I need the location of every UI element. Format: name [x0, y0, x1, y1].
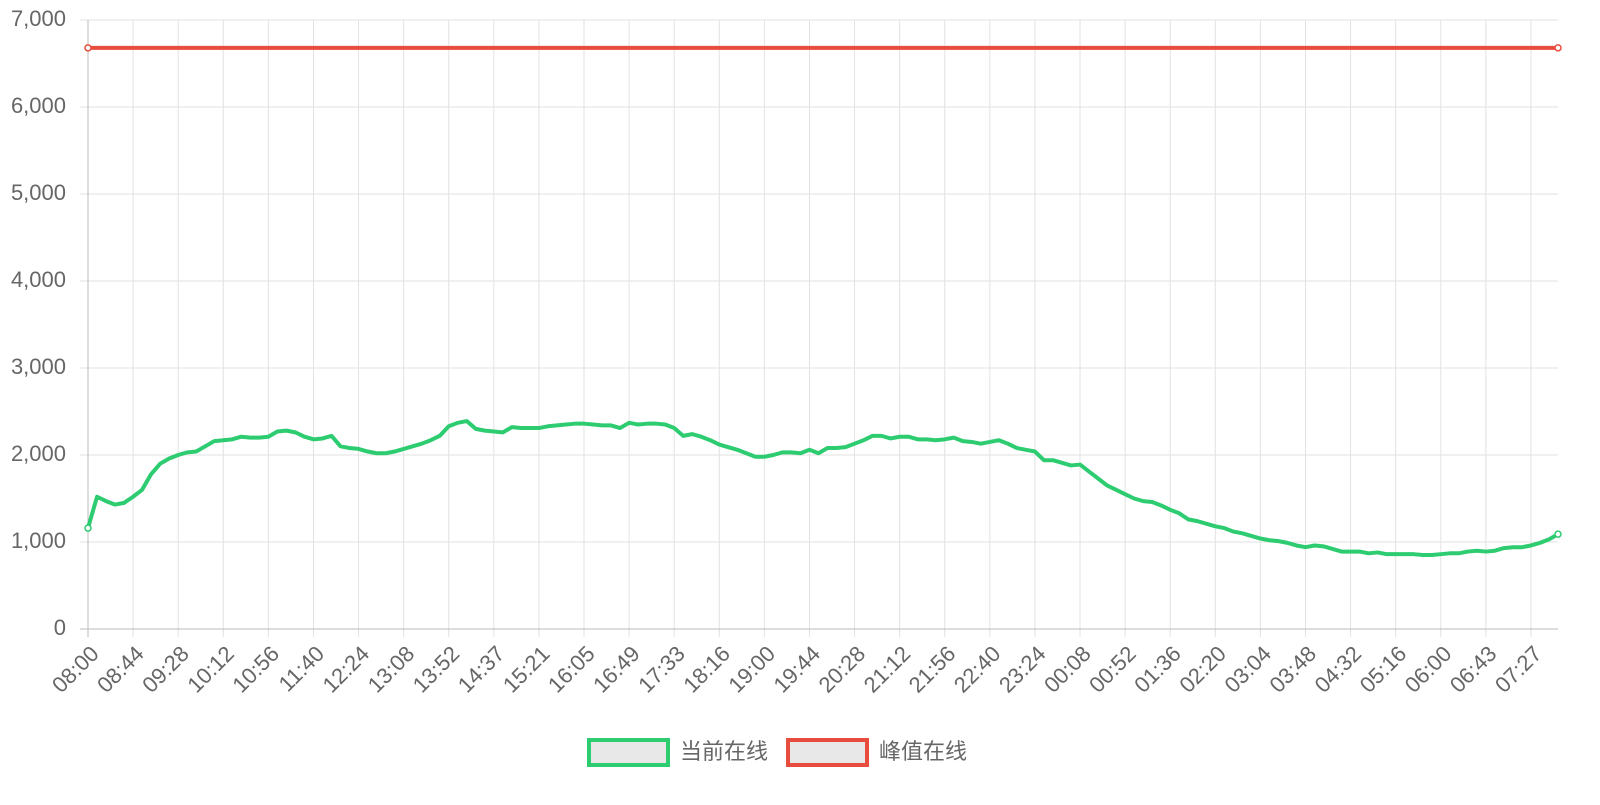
x-tick-label: 06:43: [1445, 641, 1502, 698]
legend-label: 峰值在线: [879, 739, 967, 764]
x-tick-label: 23:24: [994, 641, 1051, 698]
legend-swatch: [786, 738, 870, 767]
x-tick-label: 06:00: [1400, 641, 1457, 698]
end-point: [1554, 44, 1562, 52]
x-tick-label: 19:00: [723, 641, 780, 698]
x-tick-label: 11:40: [274, 641, 329, 696]
x-tick-label: 04:32: [1310, 641, 1367, 698]
x-tick-label: 21:12: [859, 641, 916, 698]
end-point: [1554, 530, 1562, 538]
y-tick-label: 0: [54, 615, 66, 640]
x-tick-label: 07:27: [1490, 641, 1547, 698]
y-tick-label: 4,000: [11, 267, 66, 292]
x-tick-label: 01:36: [1129, 641, 1186, 698]
x-tick-label: 03:04: [1219, 641, 1276, 698]
x-tick-label: 13:52: [408, 641, 465, 698]
legend-swatch: [587, 738, 670, 767]
x-tick-label: 16:49: [588, 641, 645, 698]
x-tick-label: 20:28: [814, 641, 871, 698]
series-line: [86, 419, 1560, 558]
x-tick-label: 10:56: [227, 641, 284, 698]
x-tick-label: 21:56: [904, 641, 961, 698]
x-tick-label: 15:21: [498, 641, 555, 698]
x-tick-label: 18:16: [678, 641, 735, 698]
end-point: [84, 524, 92, 532]
x-tick-label: 19:44: [769, 641, 826, 698]
x-tick-label: 08:44: [92, 641, 149, 698]
x-tick-label: 00:08: [1039, 641, 1096, 698]
x-tick-label: 16:05: [543, 641, 600, 698]
x-tick-label: 12:24: [318, 641, 375, 698]
y-tick-label: 5,000: [11, 180, 66, 205]
x-tick-label: 10:12: [182, 641, 239, 698]
x-tick-label: 17:33: [633, 641, 690, 698]
y-tick-label: 3,000: [11, 354, 66, 379]
y-tick-label: 2,000: [11, 441, 66, 466]
x-tick-label: 03:48: [1265, 641, 1322, 698]
x-tick-label: 02:20: [1174, 641, 1231, 698]
x-tick-label: 13:08: [363, 641, 420, 698]
end-point: [84, 44, 92, 52]
x-tick-label: 05:16: [1355, 641, 1412, 698]
x-tick-label: 08:00: [47, 641, 104, 698]
y-tick-label: 1,000: [11, 528, 66, 553]
legend-label: 当前在线: [680, 739, 768, 764]
x-tick-label: 22:40: [949, 641, 1006, 698]
x-tick-label: 00:52: [1084, 641, 1141, 698]
y-tick-label: 6,000: [11, 93, 66, 118]
y-tick-label: 7,000: [11, 6, 66, 31]
x-tick-label: 14:37: [453, 641, 510, 698]
x-tick-label: 09:28: [137, 641, 194, 698]
